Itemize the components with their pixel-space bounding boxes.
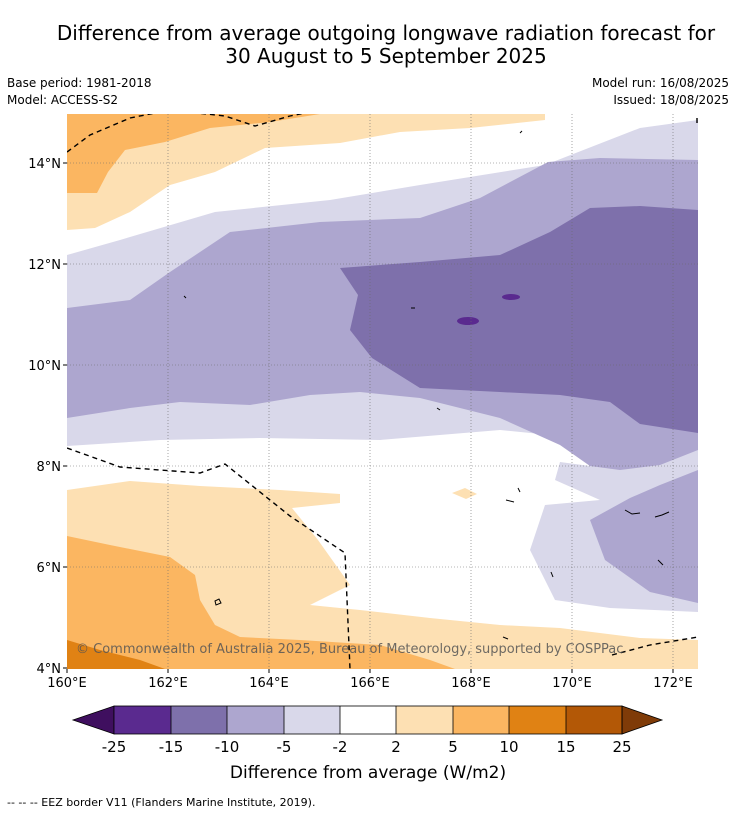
colorbar-over-arrow (621, 705, 664, 735)
contour-minus10-east (590, 470, 698, 603)
x-axis: 160°E 162°E 164°E 166°E 168°E 170°E 172°… (47, 669, 693, 691)
x-tick-label: 164°E (249, 676, 289, 691)
colorbar-tick: -10 (215, 738, 240, 756)
contour-minus25-spot (457, 317, 479, 325)
x-tick-label: 166°E (350, 676, 390, 691)
colorbar-under-arrow (71, 705, 115, 735)
contour-minus15 (340, 206, 698, 433)
contour-plus2-north (67, 114, 545, 230)
x-tick-label: 160°E (47, 676, 87, 691)
title-line-2: 30 August to 5 September 2025 (225, 44, 547, 68)
model-name: Model: ACCESS-S2 (7, 93, 119, 107)
x-tick-label: 172°E (653, 676, 693, 691)
colorbar-tick: -25 (102, 738, 127, 756)
contour-plus10-south (67, 640, 165, 669)
colorbar-swatch (566, 706, 622, 734)
title-line-1: Difference from average outgoing longwav… (56, 21, 716, 45)
colorbar-swatch (284, 706, 340, 734)
y-tick-label: 10°N (28, 359, 61, 374)
colorbar-swatch (114, 706, 171, 734)
x-tick-label: 162°E (148, 676, 188, 691)
colorbar-tick: 15 (556, 738, 575, 756)
meta-right: Model run: 16/08/2025 Issued: 18/08/2025 (592, 75, 729, 109)
colorbar-tick: -5 (277, 738, 292, 756)
y-tick-label: 4°N (37, 662, 62, 677)
y-tick-label: 6°N (37, 561, 62, 576)
colorbar-tick: 25 (612, 738, 631, 756)
map-title: Difference from average outgoing longwav… (0, 22, 736, 68)
colorbar-swatch (227, 706, 284, 734)
colorbar-label: Difference from average (W/m2) (230, 763, 506, 783)
graticule (67, 114, 698, 669)
contour-plus5-north (67, 114, 320, 193)
islands (183, 130, 670, 640)
copyright-watermark: © Commonwealth of Australia 2025, Bureau… (76, 642, 623, 657)
eez-border (67, 114, 698, 669)
colorbar-tick: 10 (499, 738, 518, 756)
colorbar-swatch (396, 706, 453, 734)
colorbar-tick: 5 (448, 738, 458, 756)
contour-plus5-south (67, 536, 455, 669)
colorbar-tick: -2 (333, 738, 348, 756)
eez-footnote: -- -- -- EEZ border V11 (Flanders Marine… (7, 796, 316, 809)
y-tick-label: 14°N (28, 157, 61, 172)
contour-minus25-spot (502, 294, 520, 300)
colorbar-swatch (509, 706, 566, 734)
x-tick-label: 170°E (552, 676, 592, 691)
y-axis: 14°N 12°N 10°N 8°N 6°N 4°N (28, 157, 67, 677)
model-run: Model run: 16/08/2025 (591, 76, 729, 90)
colorbar-swatch (340, 706, 396, 734)
meta-left: Base period: 1981-2018 Model: ACCESS-S2 (7, 75, 152, 109)
colorbar-swatch (453, 706, 509, 734)
colorbar-swatch (171, 706, 227, 734)
colorbar: -25 -15 -10 -5 -2 2 5 10 15 25 Differenc… (71, 705, 664, 783)
base-period: Base period: 1981-2018 (7, 76, 152, 90)
issued-date: Issued: 18/08/2025 (613, 93, 729, 107)
x-tick-label: 168°E (451, 676, 491, 691)
map-plot-area: © Commonwealth of Australia 2025, Bureau… (67, 114, 698, 669)
colorbar-tick: 2 (391, 738, 401, 756)
colorbar-tick: -15 (159, 738, 184, 756)
contour-plus2-south (67, 481, 698, 669)
y-tick-label: 8°N (37, 460, 62, 475)
y-tick-label: 12°N (28, 258, 61, 273)
contour-plus2-spot (452, 488, 477, 499)
